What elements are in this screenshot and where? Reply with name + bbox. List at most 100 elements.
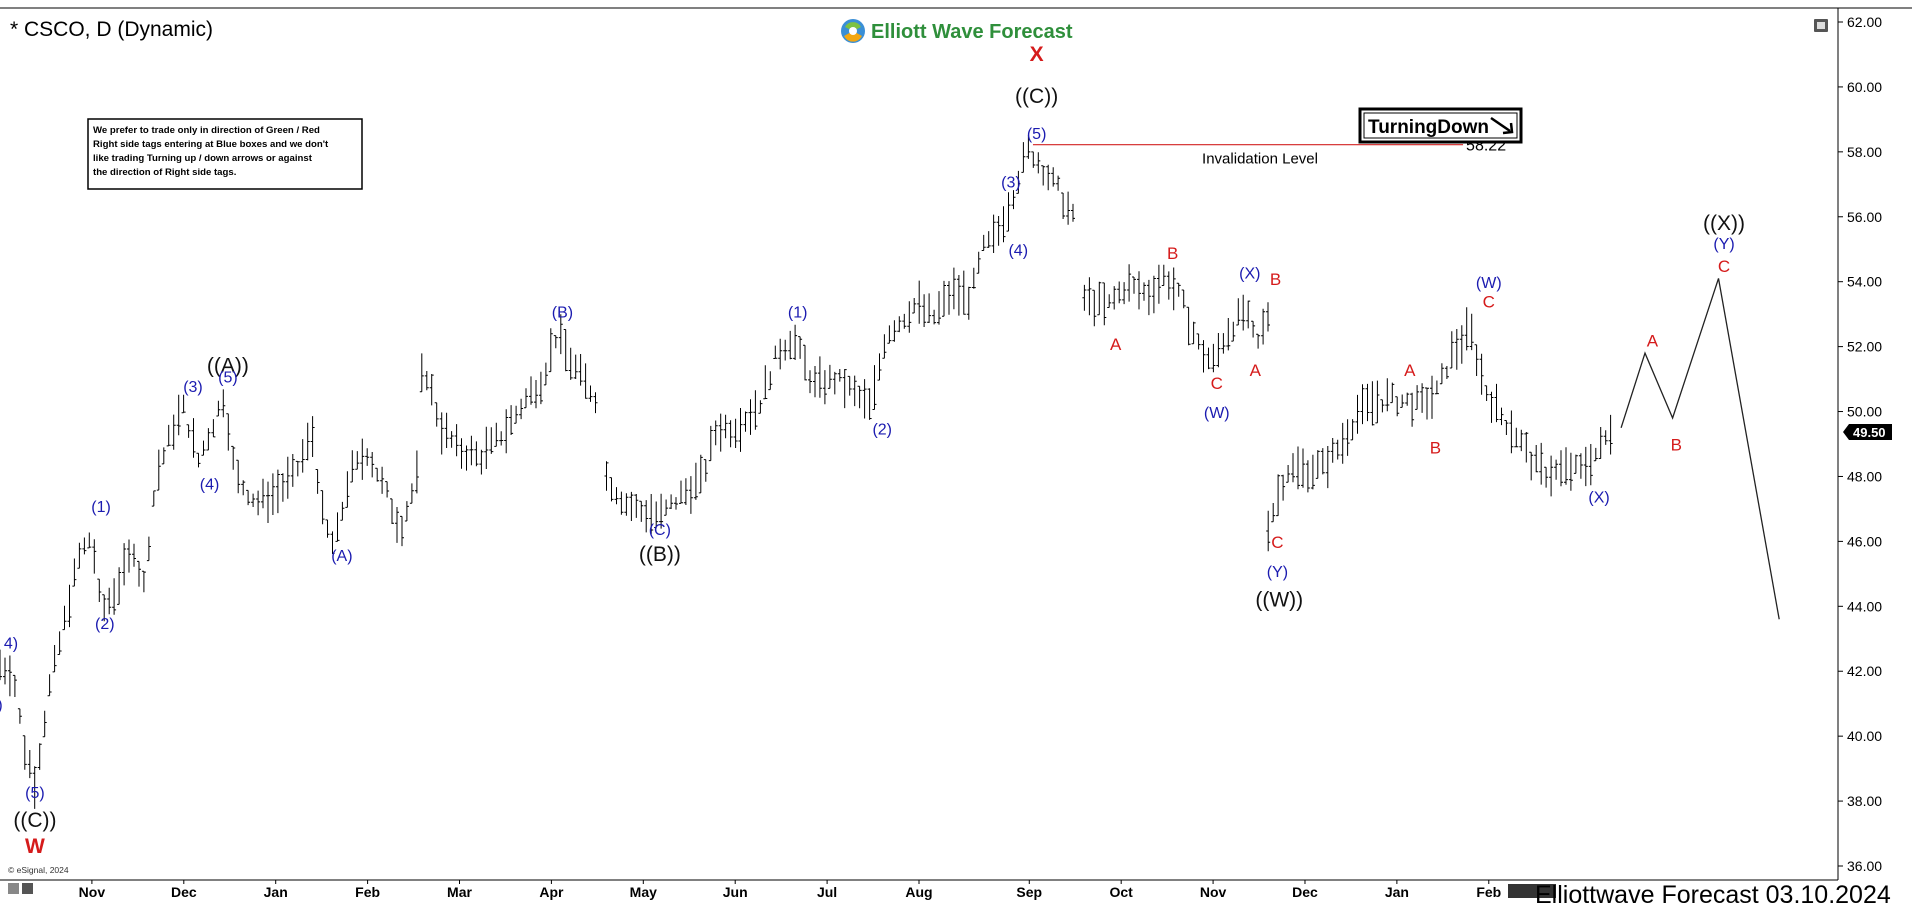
wave-label: (5)	[218, 369, 238, 386]
y-tick-label: 54.00	[1847, 274, 1882, 290]
wave-label: ((W))	[1255, 588, 1303, 611]
x-tick-label: Feb	[355, 884, 380, 900]
wave-label: (C)	[649, 522, 671, 539]
wave-label: ((C))	[1015, 85, 1058, 108]
wave-label: (5)	[25, 785, 45, 802]
y-tick-label: 46.00	[1847, 533, 1882, 549]
wave-label: (4)	[1008, 243, 1028, 260]
x-tick-label: Mar	[447, 884, 472, 900]
date-marker-box	[1508, 884, 1556, 898]
wave-label: ((X))	[1703, 212, 1745, 235]
disclaimer-line-2: Right side tags entering at Blue boxes a…	[93, 139, 329, 150]
wave-label: (3)	[183, 379, 203, 396]
wave-label: A	[1404, 361, 1416, 380]
x-tick-label: Sep	[1016, 884, 1042, 900]
wave-label: A	[1250, 361, 1262, 380]
wave-label: B	[1167, 244, 1178, 263]
x-tick-label: Feb	[1476, 884, 1501, 900]
turning-down-tag: TurningDown	[1358, 107, 1523, 144]
x-tick-label: Jun	[723, 884, 748, 900]
bottom-left-icon[interactable]	[8, 883, 33, 894]
wave-label: A	[1647, 332, 1659, 351]
wave-label: 4)	[4, 636, 18, 653]
price-bars	[0, 135, 1613, 809]
wave-label: C	[1271, 533, 1283, 552]
arrow-down-right-icon	[1490, 116, 1514, 135]
invalidation-label: Invalidation Level	[1202, 151, 1318, 168]
y-tick-label: 62.00	[1847, 14, 1882, 30]
wave-label: (1)	[91, 499, 111, 516]
panel-settings-icon[interactable]	[1814, 19, 1828, 32]
wave-label: (2)	[95, 616, 115, 633]
wave-label: (5)	[1027, 126, 1047, 143]
y-tick-label: 42.00	[1847, 663, 1882, 679]
wave-labels: 4))(5)((C))W(1)(2)(3)(4)((A))(5)(A)(B)(C…	[0, 43, 1745, 858]
wave-label: X	[1030, 43, 1044, 66]
projection-line	[1620, 278, 1780, 620]
wave-label: (X)	[1588, 489, 1609, 506]
footer-watermark: Elliottwave Forecast 03.10.2024	[1535, 881, 1891, 909]
wave-label: (W)	[1476, 275, 1502, 292]
wave-label: (X)	[1239, 265, 1260, 282]
x-tick-label: Dec	[171, 884, 197, 900]
wave-label: (A)	[331, 548, 352, 565]
x-tick-label: May	[630, 884, 657, 900]
y-tick-label: 52.00	[1847, 339, 1882, 355]
wave-label: W	[25, 835, 45, 858]
x-tick-label: Nov	[79, 884, 106, 900]
wave-label: (B)	[552, 304, 573, 321]
x-tick-label: Jul	[817, 884, 837, 900]
ohlc-bars	[0, 135, 1613, 809]
tag-label: TurningDown	[1368, 117, 1489, 138]
chart-title: * CSCO, D (Dynamic)	[10, 18, 213, 41]
x-tick-label: Apr	[539, 884, 564, 900]
x-tick-label: Jan	[1385, 884, 1409, 900]
y-tick-label: 36.00	[1847, 858, 1882, 874]
wave-label: B	[1671, 435, 1682, 454]
y-axis-ticks: 36.00 38.00 40.00 42.00 44.00 46.00 48.00 50.00…	[1838, 14, 1882, 874]
x-tick-label: Oct	[1110, 884, 1134, 900]
wave-label: ((A))	[207, 355, 249, 378]
x-tick-label: Aug	[905, 884, 932, 900]
wave-label: A	[1110, 335, 1122, 354]
copyright: © eSignal, 2024	[8, 865, 69, 875]
wave-label: C	[1211, 374, 1223, 393]
disclaimer-box: We prefer to trade only in direction of …	[87, 118, 363, 190]
y-tick-label: 44.00	[1847, 598, 1882, 614]
y-tick-label: 60.00	[1847, 79, 1882, 95]
wave-label: C	[1718, 257, 1730, 276]
current-price-badge: 49.50	[1843, 424, 1892, 440]
disclaimer-line-1: We prefer to trade only in direction of …	[93, 125, 320, 136]
brand-logo[interactable]: Elliott Wave Forecast	[841, 19, 1073, 43]
wave-label: (Y)	[1713, 236, 1734, 253]
x-axis-ticks: Nov Dec Jan Feb Mar Apr May Jun Jul Aug Sep Oct Nov D…	[79, 880, 1501, 900]
y-tick-label: 38.00	[1847, 793, 1882, 809]
disclaimer-line-4: the direction of Right side tags.	[93, 167, 236, 178]
y-tick-label: 40.00	[1847, 728, 1882, 744]
x-tick-label: Nov	[1200, 884, 1227, 900]
wave-label: (4)	[200, 476, 220, 493]
brand-name: Elliott Wave Forecast	[871, 21, 1073, 43]
wave-label: (3)	[1001, 175, 1021, 192]
wave-label: (Y)	[1267, 564, 1288, 581]
y-tick-label: 58.00	[1847, 144, 1882, 160]
y-tick-label: 56.00	[1847, 209, 1882, 225]
wave-label: (1)	[788, 304, 808, 321]
wave-label: (W)	[1204, 405, 1230, 422]
wave-label: B	[1430, 439, 1441, 458]
wave-label: )	[0, 697, 3, 714]
x-tick-label: Dec	[1292, 884, 1318, 900]
wave-label: C	[1483, 293, 1495, 312]
current-price-value: 49.50	[1853, 425, 1886, 440]
y-tick-label: 50.00	[1847, 404, 1882, 420]
wave-label: ((C))	[13, 809, 56, 832]
projection-path	[1620, 278, 1780, 620]
disclaimer-line-3: like trading Turning up / down arrows or…	[93, 153, 313, 164]
y-tick-label: 48.00	[1847, 468, 1882, 484]
wave-label: B	[1270, 270, 1281, 289]
wave-label: (2)	[872, 421, 892, 438]
x-tick-label: Jan	[264, 884, 288, 900]
wave-label: ((B))	[639, 543, 681, 566]
